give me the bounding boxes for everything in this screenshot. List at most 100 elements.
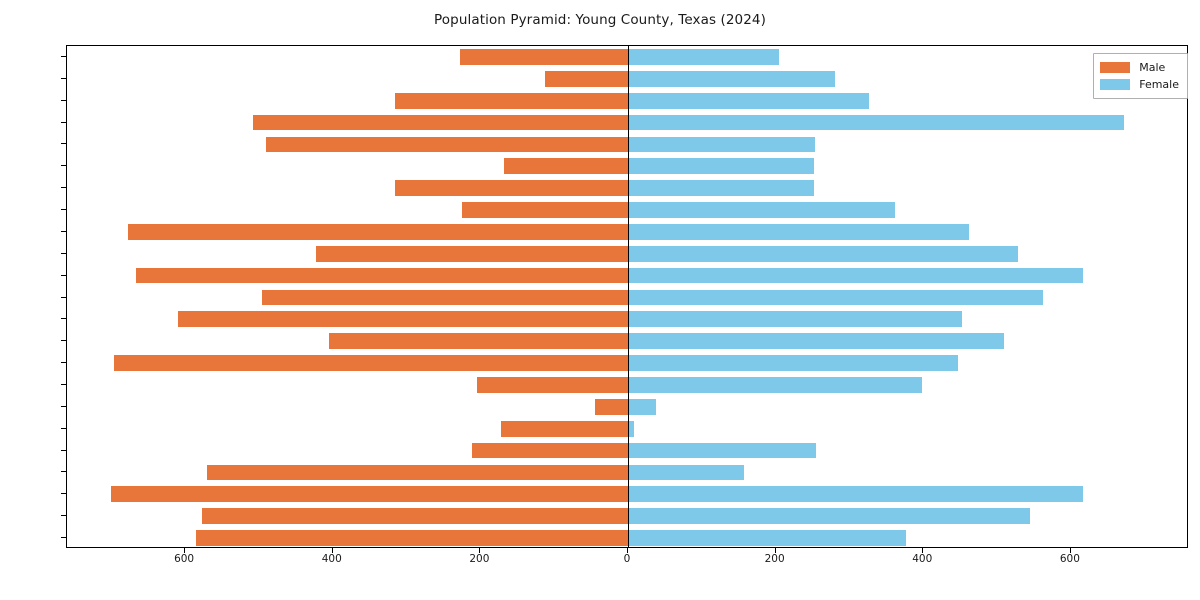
x-tick-label: 200 [469,553,490,565]
legend-swatch-icon [1100,79,1131,90]
male-bar [329,333,628,350]
y-tick-mark [61,537,66,539]
y-tick-mark [61,274,66,276]
plot-area [66,45,1188,548]
bar-row [67,486,1187,503]
legend-swatch-icon [1100,62,1131,73]
x-tick-label: 400 [912,553,933,565]
y-tick-mark [61,99,66,101]
x-tick-label: 200 [764,553,785,565]
female-bar [628,464,744,481]
female-bar [628,224,970,240]
x-tick-label: 600 [1059,553,1080,565]
y-tick-mark [61,318,66,320]
y-tick-mark [61,515,66,517]
male-bar [127,224,628,240]
bar-row [67,355,1187,371]
bar-row [67,289,1187,306]
female-bar [628,289,1043,306]
zero-axis-line [627,46,629,547]
male-bar [111,486,628,503]
male-bar [594,398,628,415]
female-bar [628,311,963,328]
female-bar [628,530,906,546]
bar-row [67,530,1187,546]
legend-entry-female[interactable]: Female [1100,76,1179,93]
x-tick-label: 400 [321,553,342,565]
y-tick-mark [61,340,66,342]
bar-row [67,267,1187,284]
x-tick-mark [774,548,776,553]
bar-row [67,311,1187,328]
bar-row [67,114,1187,131]
bar-row [67,180,1187,196]
male-bar [253,114,628,131]
female-bar [628,245,1018,262]
male-bar [113,355,628,371]
female-bar [628,377,922,393]
female-bar [628,508,1030,525]
y-tick-mark [61,209,66,211]
male-bar [206,464,628,481]
bar-row [67,158,1187,175]
male-bar [477,377,628,393]
male-bar [266,136,628,153]
female-bar [628,92,870,109]
male-bar [177,311,628,328]
female-bar [628,267,1083,284]
male-bar [315,245,628,262]
y-tick-mark [61,121,66,123]
bar-row [67,420,1187,437]
male-bar [501,420,628,437]
male-bar [503,158,628,175]
bar-row [67,136,1187,153]
legend-entry-male[interactable]: Male [1100,59,1179,76]
y-tick-mark [61,362,66,364]
y-tick-mark [61,493,66,495]
bar-row [67,70,1187,87]
x-tick-mark [627,548,628,553]
y-tick-mark [61,165,66,167]
x-tick-mark [922,548,924,553]
male-bar [261,289,628,306]
x-tick-label: 600 [174,553,195,565]
y-tick-mark [61,252,66,254]
y-tick-mark [61,77,66,79]
y-tick-mark [61,230,66,232]
y-tick-mark [61,296,66,298]
male-bar [136,267,628,284]
bar-row [67,442,1187,459]
y-tick-mark [61,405,66,407]
bar-row [67,508,1187,525]
chart-title: Population Pyramid: Young County, Texas … [434,12,766,28]
female-bar [628,49,780,65]
x-tick-mark [331,548,333,553]
chart-legend: Male Female [1093,53,1188,99]
y-tick-mark [61,383,66,385]
x-tick-label: 0 [623,553,631,565]
female-bar [628,355,958,371]
y-tick-mark [61,449,66,451]
male-bar [394,92,628,109]
female-bar [628,70,835,87]
x-tick-mark [1069,548,1071,553]
male-bar [202,508,628,525]
male-bar [394,180,628,196]
bar-row [67,398,1187,415]
bar-row [67,245,1187,262]
bar-row [67,464,1187,481]
legend-label: Female [1139,78,1179,91]
female-bar [628,420,634,437]
y-tick-mark [61,471,66,473]
y-tick-mark [61,427,66,429]
female-bar [628,158,815,175]
female-bar [628,486,1083,503]
bar-row [67,224,1187,240]
female-bar [628,398,657,415]
male-bar [461,202,628,218]
male-bar [544,70,628,87]
legend-label: Male [1139,61,1166,74]
bar-row [67,49,1187,65]
bar-row [67,377,1187,393]
